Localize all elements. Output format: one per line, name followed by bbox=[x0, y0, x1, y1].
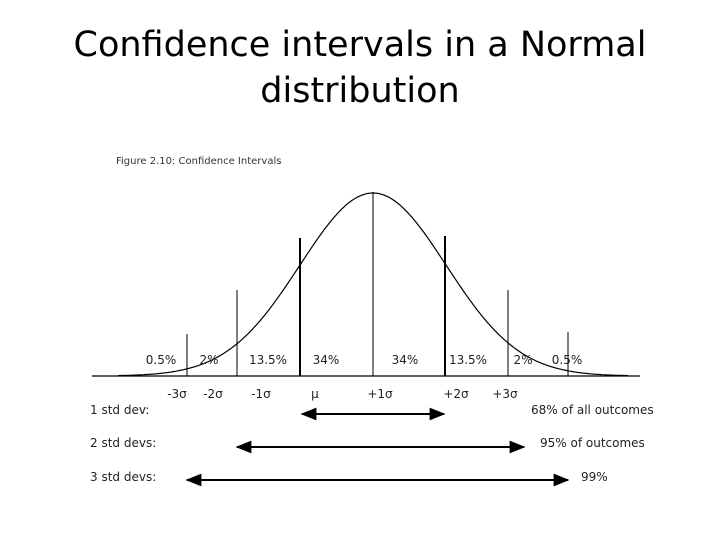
slide-title: Confidence intervals in a Normal distrib… bbox=[0, 22, 720, 114]
pct-label: 0.5% bbox=[146, 353, 177, 367]
pct-label: 0.5% bbox=[552, 353, 583, 367]
figure-caption: Figure 2.10: Confidence Intervals bbox=[116, 156, 282, 167]
title-line-2: distribution bbox=[260, 71, 460, 111]
range-label: 3 std devs: bbox=[90, 470, 156, 484]
sigma-label: -3σ bbox=[167, 387, 187, 401]
range-result: 99% bbox=[581, 470, 608, 484]
pct-label: 34% bbox=[392, 353, 419, 367]
range-result: 68% of all outcomes bbox=[531, 403, 654, 417]
pct-label: 13.5% bbox=[249, 353, 287, 367]
range-result: 95% of outcomes bbox=[540, 436, 645, 450]
sigma-label: +3σ bbox=[492, 387, 518, 401]
sigma-label: -1σ bbox=[251, 387, 271, 401]
range-label: 1 std dev: bbox=[90, 403, 149, 417]
sigma-label: -2σ bbox=[203, 387, 223, 401]
range-label: 2 std devs: bbox=[90, 436, 156, 450]
percentage-labels: 0.5% 2% 13.5% 34% 34% 13.5% 2% 0.5% bbox=[146, 353, 583, 367]
sigma-dividers bbox=[186, 192, 569, 376]
pct-label: 34% bbox=[313, 353, 340, 367]
sigma-label: μ bbox=[311, 387, 319, 401]
range-row-1: 1 std dev: 68% of all outcomes bbox=[90, 403, 654, 421]
pct-label: 2% bbox=[513, 353, 532, 367]
pct-label: 2% bbox=[199, 353, 218, 367]
range-row-3: 3 std devs: 99% bbox=[90, 470, 608, 487]
sigma-labels: -3σ -2σ -1σ μ +1σ +2σ +3σ bbox=[167, 387, 518, 401]
sigma-label: +1σ bbox=[367, 387, 393, 401]
sigma-label: +2σ bbox=[443, 387, 469, 401]
pct-label: 13.5% bbox=[449, 353, 487, 367]
title-line-1: Confidence intervals in a Normal bbox=[73, 25, 647, 65]
range-row-2: 2 std devs: 95% of outcomes bbox=[90, 436, 645, 454]
